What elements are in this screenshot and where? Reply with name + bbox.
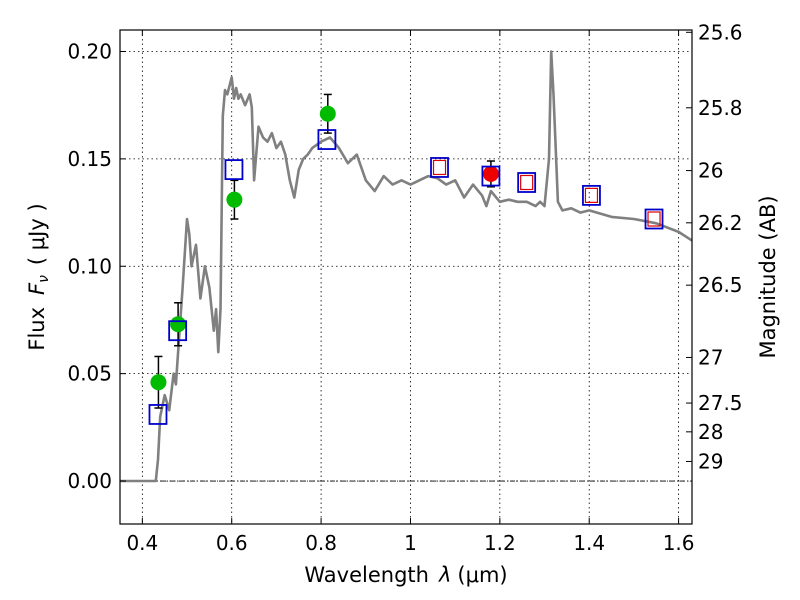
x-axis-label: Wavelength λ (μm) bbox=[304, 563, 507, 587]
photometry-point bbox=[170, 316, 187, 333]
y2-tick-label: 27 bbox=[698, 345, 723, 369]
bandpass-square bbox=[582, 184, 601, 206]
y2-tick-label: 27.5 bbox=[698, 391, 743, 415]
bandpass-square-inner bbox=[647, 211, 661, 227]
plot-frame bbox=[119, 29, 693, 525]
x-axis-ticks: 0.4 0.6 0.8 1 1.2 1.4 1.6 bbox=[126, 30, 695, 555]
bandpass-square bbox=[224, 159, 244, 181]
bandpass-square bbox=[481, 165, 501, 187]
y-axis-ticks: 0.00 0.05 0.10 0.15 0.20 bbox=[67, 39, 126, 493]
photometry-point bbox=[482, 165, 499, 182]
bandpass-square bbox=[430, 157, 449, 178]
y-tick-label: 0.20 bbox=[67, 39, 112, 63]
photometry-point bbox=[150, 374, 167, 391]
x-tick-label: 1.2 bbox=[484, 531, 516, 555]
y2-tick-label: 25.6 bbox=[698, 20, 743, 44]
x-tick-label: 0.8 bbox=[305, 531, 337, 555]
plot-content bbox=[120, 50, 692, 483]
bandpass-square bbox=[148, 404, 168, 425]
y-tick-label: 0.05 bbox=[67, 362, 112, 386]
photometry-point bbox=[226, 191, 243, 208]
bandpass-square bbox=[168, 320, 188, 342]
y-tick-label: 0.10 bbox=[67, 254, 112, 278]
x-tick-label: 0.6 bbox=[216, 531, 248, 555]
y-tick-label: 0.00 bbox=[67, 469, 112, 493]
y2-axis-ticks: 25.6 25.8 26 26.2 26.5 27 27.5 28 29 bbox=[686, 20, 743, 473]
x-tick-label: 1 bbox=[404, 531, 417, 555]
bandpass-square bbox=[644, 208, 664, 230]
x-tick-label: 0.4 bbox=[126, 531, 158, 555]
bandpass-square bbox=[317, 129, 337, 150]
bandpass-square-inner bbox=[584, 187, 599, 203]
y2-tick-label: 28 bbox=[698, 420, 723, 444]
y2-tick-label: 26.2 bbox=[698, 211, 743, 235]
x-tick-label: 1.4 bbox=[573, 531, 605, 555]
y2-tick-label: 29 bbox=[698, 449, 723, 473]
y-axis-label: FluxFν( μJy ) bbox=[25, 203, 52, 350]
y2-tick-label: 26.5 bbox=[698, 273, 743, 297]
x-tick-label: 1.6 bbox=[663, 531, 695, 555]
y2-tick-label: 25.8 bbox=[698, 96, 743, 120]
bandpass-square bbox=[517, 172, 537, 193]
y2-tick-label: 26 bbox=[698, 159, 723, 183]
y-tick-label: 0.15 bbox=[67, 147, 112, 171]
sed-model-line bbox=[120, 50, 692, 483]
bandpass-square-inner bbox=[432, 159, 447, 176]
photometry-point bbox=[319, 105, 336, 122]
bandpass-square-inner bbox=[520, 174, 534, 191]
y2-axis-label: Magnitude (AB) bbox=[756, 195, 780, 358]
